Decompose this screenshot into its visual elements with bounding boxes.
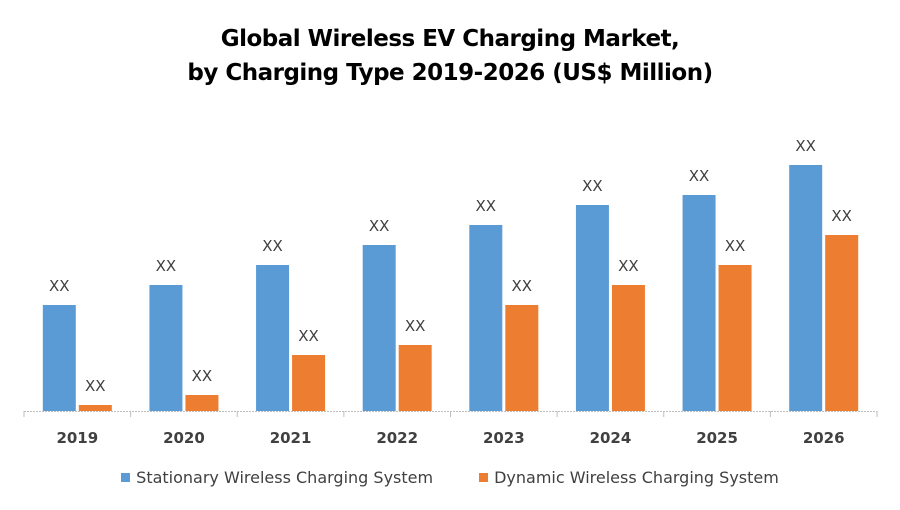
data-label: XX [689, 167, 710, 185]
chart-title-line-2: by Charging Type 2019-2026 (US$ Million) [187, 60, 713, 86]
x-tick-label: 2025 [696, 429, 738, 447]
x-tick-label: 2024 [590, 429, 632, 447]
legend: Stationary Wireless Charging System Dyna… [0, 468, 900, 487]
legend-label-dynamic: Dynamic Wireless Charging System [494, 468, 779, 487]
bar-stationary-2023 [469, 225, 503, 411]
x-tick-label: 2026 [803, 429, 845, 447]
x-tick-label: 2019 [56, 429, 98, 447]
legend-label-stationary: Stationary Wireless Charging System [136, 468, 434, 487]
data-label: XX [85, 377, 106, 395]
data-label: XX [262, 237, 283, 255]
bar-dynamic-2020 [185, 395, 219, 411]
bar-stationary-2019 [42, 305, 76, 411]
bar-stationary-2024 [575, 205, 609, 411]
data-label: XX [298, 327, 319, 345]
x-tick-label: 2022 [376, 429, 418, 447]
bar-stationary-2026 [789, 165, 823, 411]
data-label: XX [618, 257, 639, 275]
chart-title-line-1: Global Wireless EV Charging Market, [220, 26, 680, 52]
bar-dynamic-2019 [78, 405, 112, 411]
x-tick-label: 2023 [483, 429, 525, 447]
data-label: XX [369, 217, 390, 235]
bar-dynamic-2023 [505, 305, 539, 411]
bar-dynamic-2025 [718, 265, 752, 411]
legend-item-dynamic: Dynamic Wireless Charging System [479, 468, 779, 487]
bar-stationary-2022 [362, 245, 396, 411]
bar-dynamic-2024 [611, 285, 645, 411]
data-label: XX [831, 207, 852, 225]
x-tick-label: 2020 [163, 429, 205, 447]
legend-item-stationary: Stationary Wireless Charging System [121, 468, 433, 487]
bar-dynamic-2022 [398, 345, 432, 411]
data-label: XX [476, 197, 497, 215]
x-tick-label: 2021 [270, 429, 312, 447]
bar-dynamic-2026 [825, 235, 859, 411]
data-label: XX [192, 367, 213, 385]
bar-stationary-2021 [256, 265, 290, 411]
data-label: XX [582, 177, 603, 195]
bar-dynamic-2021 [292, 355, 326, 411]
legend-swatch-stationary [121, 473, 131, 482]
legend-swatch-dynamic [479, 473, 489, 482]
data-label: XX [405, 317, 426, 335]
data-label: XX [156, 257, 177, 275]
bar-stationary-2025 [682, 195, 716, 411]
data-label: XX [795, 137, 816, 155]
data-label: XX [512, 277, 533, 295]
data-label: XX [49, 277, 70, 295]
chart-title: Global Wireless EV Charging Market, by C… [0, 22, 900, 90]
bar-stationary-2020 [149, 285, 183, 411]
data-label: XX [725, 237, 746, 255]
